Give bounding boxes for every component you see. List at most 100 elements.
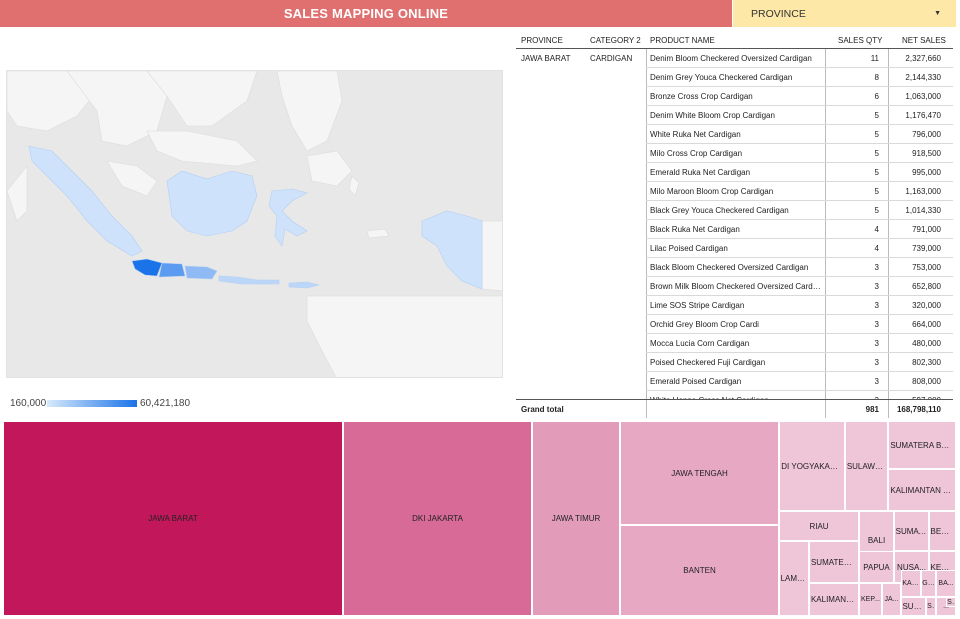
cell-net-sales: 995,000 bbox=[912, 168, 941, 177]
legend-max-value: 60,421,180 bbox=[140, 398, 191, 409]
treemap-tile-label: PAPUA bbox=[863, 562, 890, 572]
treemap-tile[interactable]: BA... bbox=[936, 570, 956, 597]
treemap-tile[interactable]: LAMPU... bbox=[779, 541, 809, 616]
table-row[interactable]: Black Grey Youca Checkered Cardigan 5 1,01… bbox=[516, 201, 953, 220]
land-jawa-timur bbox=[184, 265, 218, 280]
land-grey bbox=[7, 165, 28, 222]
treemap-tile[interactable]: SUL... bbox=[926, 597, 936, 616]
grand-total-qty: 981 bbox=[865, 405, 879, 414]
treemap-tile-label: KALI... bbox=[902, 580, 920, 587]
cell-net-sales: 664,000 bbox=[912, 320, 941, 329]
table-body[interactable]: JAWA BARAT CARDIGAN Denim Bloom Checkered … bbox=[516, 49, 953, 399]
treemap-tile[interactable]: JAWA TENGAH bbox=[620, 421, 779, 525]
treemap-tile[interactable]: GO... bbox=[921, 570, 936, 597]
col-header-qty[interactable]: SALES QTY bbox=[838, 36, 883, 45]
col-header-net[interactable]: NET SALES bbox=[902, 36, 946, 45]
treemap-tile[interactable]: PAPUA bbox=[859, 551, 894, 583]
land-nusa-tenggara bbox=[288, 281, 320, 289]
land-grey bbox=[146, 71, 258, 127]
table-row[interactable]: Denim Grey Youca Checkered Cardigan 8 2,14… bbox=[516, 68, 953, 87]
treemap-tile[interactable]: BANTEN bbox=[620, 525, 779, 616]
cell-sales-qty: 3 bbox=[874, 320, 879, 329]
table-row[interactable]: Emerald Ruka Net Cardigan 5 995,000 bbox=[516, 163, 953, 182]
table-row[interactable]: Emerald Poised Cardigan 3 808,000 bbox=[516, 372, 953, 391]
col-header-province[interactable]: PROVINCE bbox=[521, 36, 563, 45]
treemap-tile-label: BALI bbox=[867, 536, 886, 545]
table-row[interactable]: Milo Maroon Bloom Crop Cardigan 5 1,163,00… bbox=[516, 182, 953, 201]
row-divider bbox=[646, 276, 953, 277]
treemap-tile[interactable]: RIAU bbox=[779, 511, 859, 541]
table-row[interactable]: White Ruka Net Cardigan 5 796,000 bbox=[516, 125, 953, 144]
cell-product-name: Lilac Poised Cardigan bbox=[650, 244, 728, 253]
cell-sales-qty: 8 bbox=[874, 73, 879, 82]
treemap-tile[interactable]: SUMATERA... bbox=[809, 541, 859, 583]
cell-sales-qty: 3 bbox=[874, 282, 879, 291]
table-row[interactable]: Brown Milk Bloom Checkered Oversized Car… bbox=[516, 277, 953, 296]
indonesia-map[interactable] bbox=[6, 70, 503, 378]
cell-sales-qty: 3 bbox=[874, 301, 879, 310]
treemap-tile-label: BANTEN bbox=[683, 566, 716, 575]
table-row[interactable]: Orchid Grey Bloom Crop Cardi 3 664,000 bbox=[516, 315, 953, 334]
table-row[interactable]: Denim White Bloom Crop Cardigan 5 1,176,47… bbox=[516, 106, 953, 125]
treemap-tile[interactable]: DKI JAKARTA bbox=[343, 421, 532, 616]
treemap-tile[interactable]: S... bbox=[946, 597, 956, 607]
treemap-tile-label: SUMATERA BARAT bbox=[890, 440, 953, 450]
table-row[interactable]: Milo Cross Crop Cardigan 5 918,500 bbox=[516, 144, 953, 163]
treemap-tile-label: SUMAT... bbox=[895, 526, 928, 536]
table-row[interactable]: Black Bloom Checkered Oversized Cardigan… bbox=[516, 258, 953, 277]
col-header-category[interactable]: CATEGORY 2 bbox=[590, 36, 641, 45]
land-grey bbox=[306, 150, 353, 187]
col-header-product[interactable]: PRODUCT NAME bbox=[650, 36, 715, 45]
treemap-tile-label: S... bbox=[947, 598, 955, 606]
treemap-tile-label: SUL... bbox=[902, 602, 925, 611]
table-row[interactable]: Black Ruka Net Cardigan 4 791,000 bbox=[516, 220, 953, 239]
table-header: PROVINCE CATEGORY 2 PRODUCT NAME SALES Q… bbox=[516, 33, 953, 49]
treemap-tile[interactable]: SUL... bbox=[901, 597, 926, 616]
table-row[interactable]: Bronze Cross Crop Cardigan 6 1,063,000 bbox=[516, 87, 953, 106]
treemap-tile[interactable]: SUMAT... bbox=[894, 511, 929, 551]
table-row[interactable]: JAWA BARAT CARDIGAN Denim Bloom Checkered … bbox=[516, 49, 953, 68]
land-jawa-barat bbox=[131, 258, 163, 277]
treemap-tile-label: KALIMANTA... bbox=[810, 595, 857, 604]
table-row[interactable]: Lime SOS Stripe Cardigan 3 320,000 bbox=[516, 296, 953, 315]
treemap-tile[interactable]: KALI... bbox=[901, 570, 921, 597]
province-filter-dropdown[interactable]: PROVINCE ▼ bbox=[733, 0, 956, 27]
cell-product-name: Denim Bloom Checkered Oversized Cardigan bbox=[650, 54, 812, 63]
land-grey bbox=[481, 220, 502, 292]
treemap-tile[interactable]: SUMATERA BARAT bbox=[888, 421, 956, 469]
treemap-tile-label: BENG... bbox=[930, 526, 955, 536]
cell-product-name: Emerald Ruka Net Cardigan bbox=[650, 168, 751, 177]
cell-net-sales: 802,300 bbox=[912, 358, 941, 367]
row-divider bbox=[646, 162, 953, 163]
table-row[interactable]: Poised Checkered Fuji Cardigan 3 802,300 bbox=[516, 353, 953, 372]
row-divider bbox=[646, 200, 953, 201]
treemap-tile-label: RIAU bbox=[809, 521, 829, 531]
treemap-tile[interactable]: JAWA TIMUR bbox=[532, 421, 620, 616]
table-row[interactable]: Mocca Lucia Corn Cardigan 3 480,000 bbox=[516, 334, 953, 353]
cell-product-name: Brown Milk Bloom Checkered Oversized Car… bbox=[650, 282, 822, 291]
row-divider bbox=[646, 124, 953, 125]
treemap-tile[interactable]: JA... bbox=[882, 583, 901, 616]
treemap-tile-label: JA... bbox=[884, 596, 899, 603]
treemap-tile[interactable]: SULAWESI... bbox=[845, 421, 888, 511]
cell-sales-qty: 5 bbox=[874, 111, 879, 120]
table-row[interactable]: Lilac Poised Cardigan 4 739,000 bbox=[516, 239, 953, 258]
cell-net-sales: 320,000 bbox=[912, 301, 941, 310]
treemap-tile[interactable]: DI YOGYAKARTA bbox=[779, 421, 845, 511]
cell-net-sales: 2,144,330 bbox=[905, 73, 941, 82]
caret-down-icon: ▼ bbox=[934, 10, 941, 17]
treemap-tile[interactable]: KALIMANTAN TI... bbox=[888, 469, 956, 511]
land-grey bbox=[366, 228, 390, 239]
cell-net-sales: 791,000 bbox=[912, 225, 941, 234]
treemap-tile-label: JAWA TIMUR bbox=[551, 514, 601, 523]
row-divider bbox=[646, 390, 953, 391]
treemap-tile[interactable]: KEP... bbox=[859, 583, 882, 616]
treemap-tile[interactable]: KALIMANTA... bbox=[809, 583, 859, 616]
treemap-tile[interactable]: JAWA BARAT bbox=[3, 421, 343, 616]
treemap-tile[interactable]: BENG... bbox=[929, 511, 956, 551]
land-nusa-tenggara bbox=[218, 275, 280, 285]
treemap-tile-label: DKI JAKARTA bbox=[412, 514, 463, 523]
table-row[interactable]: White Henna Cross Net Cardigan3597,000 bbox=[516, 391, 953, 399]
cell-net-sales: 1,063,000 bbox=[905, 92, 941, 101]
